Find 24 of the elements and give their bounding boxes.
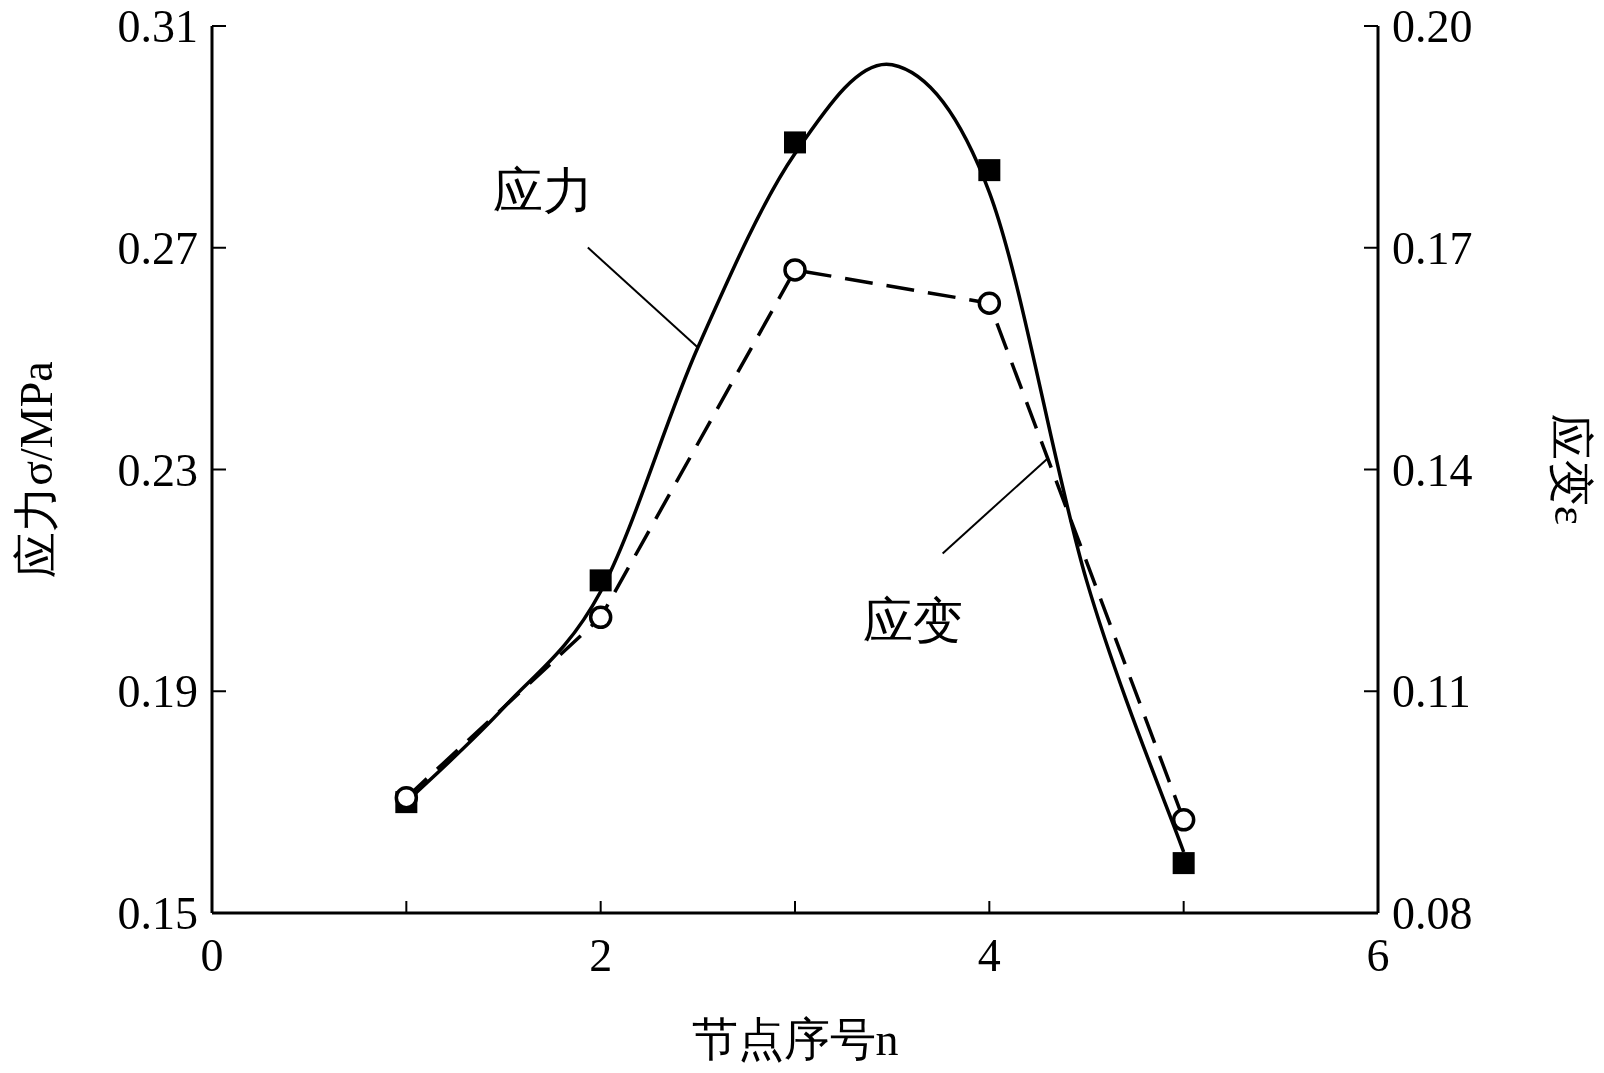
- x-tick-label: 0: [200, 930, 224, 981]
- y-tick-label: 0.15: [117, 888, 198, 939]
- x-tick-label: 2: [589, 930, 613, 981]
- x-tick-label: 6: [1366, 930, 1390, 981]
- y-tick-label: 0.27: [117, 222, 198, 274]
- y-tick-label: 0.19: [117, 666, 198, 718]
- y2-tick-label: 0.08: [1392, 888, 1473, 939]
- y2-tick-label: 0.17: [1392, 222, 1473, 274]
- y2-tick-label: 0.11: [1392, 666, 1471, 718]
- point: [977, 291, 1002, 315]
- y-axis-title: 应力σ/MPa: [11, 361, 62, 578]
- y2-tick-label: 0.20: [1392, 1, 1473, 52]
- annotation: 应力: [492, 162, 593, 219]
- point: [783, 258, 807, 282]
- x-axis-title: 节点序号n: [691, 1014, 899, 1065]
- y2-tick-label: 0.14: [1392, 444, 1473, 496]
- point: [1171, 808, 1196, 832]
- y-tick-label: 0.23: [117, 444, 198, 496]
- x-tick-label: 4: [977, 930, 1001, 981]
- point: [588, 605, 613, 630]
- y-tick-label: 0.31: [117, 1, 198, 52]
- annotation: 应变: [862, 593, 963, 650]
- y2-axis-title: 应变ε: [1545, 413, 1596, 526]
- point: [1172, 852, 1195, 875]
